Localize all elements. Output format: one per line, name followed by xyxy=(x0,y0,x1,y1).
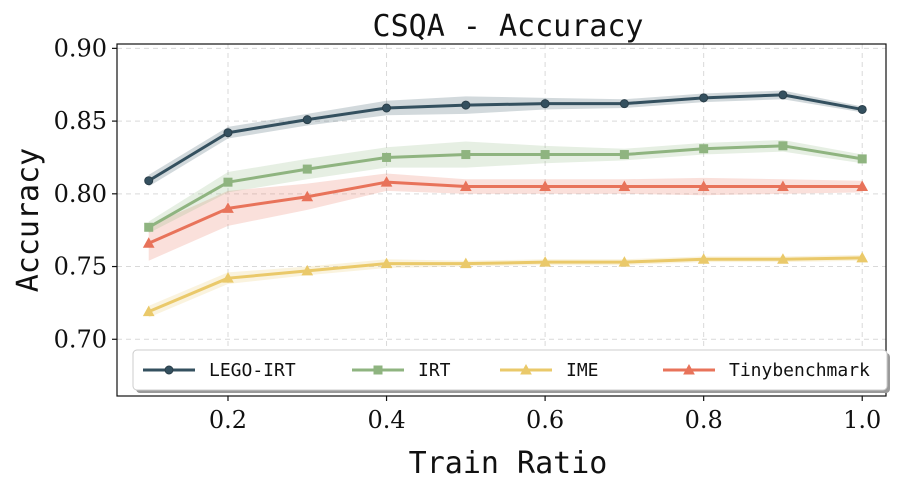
point-tinybenchmark xyxy=(459,180,472,192)
band-irt xyxy=(148,140,863,234)
point-tinybenchmark xyxy=(222,202,234,213)
legend-label-irt: IRT xyxy=(418,360,451,381)
grid xyxy=(117,44,886,396)
point-ime xyxy=(856,251,869,263)
legend-marker-tinybenchmark xyxy=(683,363,695,375)
legend-label-lego-irt: LEGO-IRT xyxy=(209,360,296,381)
y-tick-label: 0.80 xyxy=(54,180,107,208)
point-tinybenchmark xyxy=(142,237,155,248)
x-axis-label: Train Ratio xyxy=(409,446,608,481)
legend-marker-lego-irt xyxy=(164,365,174,375)
point-lego-irt xyxy=(461,100,471,110)
legend-label-tinybenchmark: Tinybenchmark xyxy=(729,360,870,381)
line-ime xyxy=(148,256,863,314)
point-irt xyxy=(778,141,788,151)
point-ime xyxy=(301,264,314,276)
line-irt xyxy=(147,144,863,229)
y-tick-label: 0.85 xyxy=(54,107,107,135)
point-irt xyxy=(699,144,709,154)
point-irt xyxy=(857,154,867,164)
point-lego-irt xyxy=(699,93,709,103)
point-irt xyxy=(223,177,233,187)
chart-title: CSQA - Accuracy xyxy=(373,9,644,44)
point-ime xyxy=(539,256,551,267)
band-lego-irt xyxy=(148,90,863,187)
series-lines xyxy=(147,93,863,314)
point-lego-irt xyxy=(144,176,154,186)
point-lego-irt xyxy=(778,90,788,100)
axis-ticks: 0.2 0.4 0.6 0.8 1.0 0.70 0.75 0.80 0.85 0.90 xyxy=(54,34,882,434)
point-ime xyxy=(380,257,393,269)
point-tinybenchmark xyxy=(697,180,710,192)
x-tick-label: 1.0 xyxy=(843,406,881,434)
point-irt xyxy=(619,150,629,160)
point-irt xyxy=(302,164,312,174)
y-tick-label: 0.90 xyxy=(54,34,107,62)
x-tick-label: 0.4 xyxy=(367,406,405,434)
point-irt xyxy=(382,152,392,162)
y-axis-label: Accuracy xyxy=(11,148,46,293)
x-tick-label: 0.2 xyxy=(209,406,247,434)
y-tick-label: 0.75 xyxy=(54,253,107,281)
legend-marker-irt xyxy=(373,365,383,375)
point-tinybenchmark xyxy=(618,180,631,192)
point-irt xyxy=(540,150,550,160)
line-lego-irt xyxy=(147,93,863,183)
legend-label-ime: IME xyxy=(566,360,599,381)
point-ime xyxy=(777,253,789,264)
x-tick-label: 0.6 xyxy=(526,406,564,434)
line-tinybenchmark xyxy=(148,180,863,245)
point-lego-irt xyxy=(619,99,629,109)
point-ime xyxy=(222,272,234,283)
point-ime xyxy=(697,253,710,264)
point-tinybenchmark xyxy=(380,176,393,187)
band-tinybenchmark xyxy=(148,173,863,261)
x-tick-label: 0.8 xyxy=(685,406,723,434)
point-lego-irt xyxy=(302,115,312,125)
point-tinybenchmark xyxy=(539,180,551,192)
point-ime xyxy=(618,256,631,267)
legend-marker-ime xyxy=(520,363,532,375)
point-lego-irt xyxy=(223,128,233,138)
point-irt xyxy=(144,222,154,232)
point-lego-irt xyxy=(382,103,392,113)
legend: LEGO-IRT IRT IME Tinybenchmark xyxy=(132,349,890,393)
point-irt xyxy=(461,150,471,160)
point-tinybenchmark xyxy=(856,180,869,192)
plot-frame xyxy=(116,43,887,397)
point-lego-irt xyxy=(857,104,867,114)
point-tinybenchmark xyxy=(301,190,314,202)
point-tinybenchmark xyxy=(777,180,789,192)
point-lego-irt xyxy=(540,99,550,109)
point-ime xyxy=(459,257,472,269)
series-markers xyxy=(142,90,869,317)
y-tick-label: 0.70 xyxy=(54,325,107,353)
point-ime xyxy=(142,305,155,317)
